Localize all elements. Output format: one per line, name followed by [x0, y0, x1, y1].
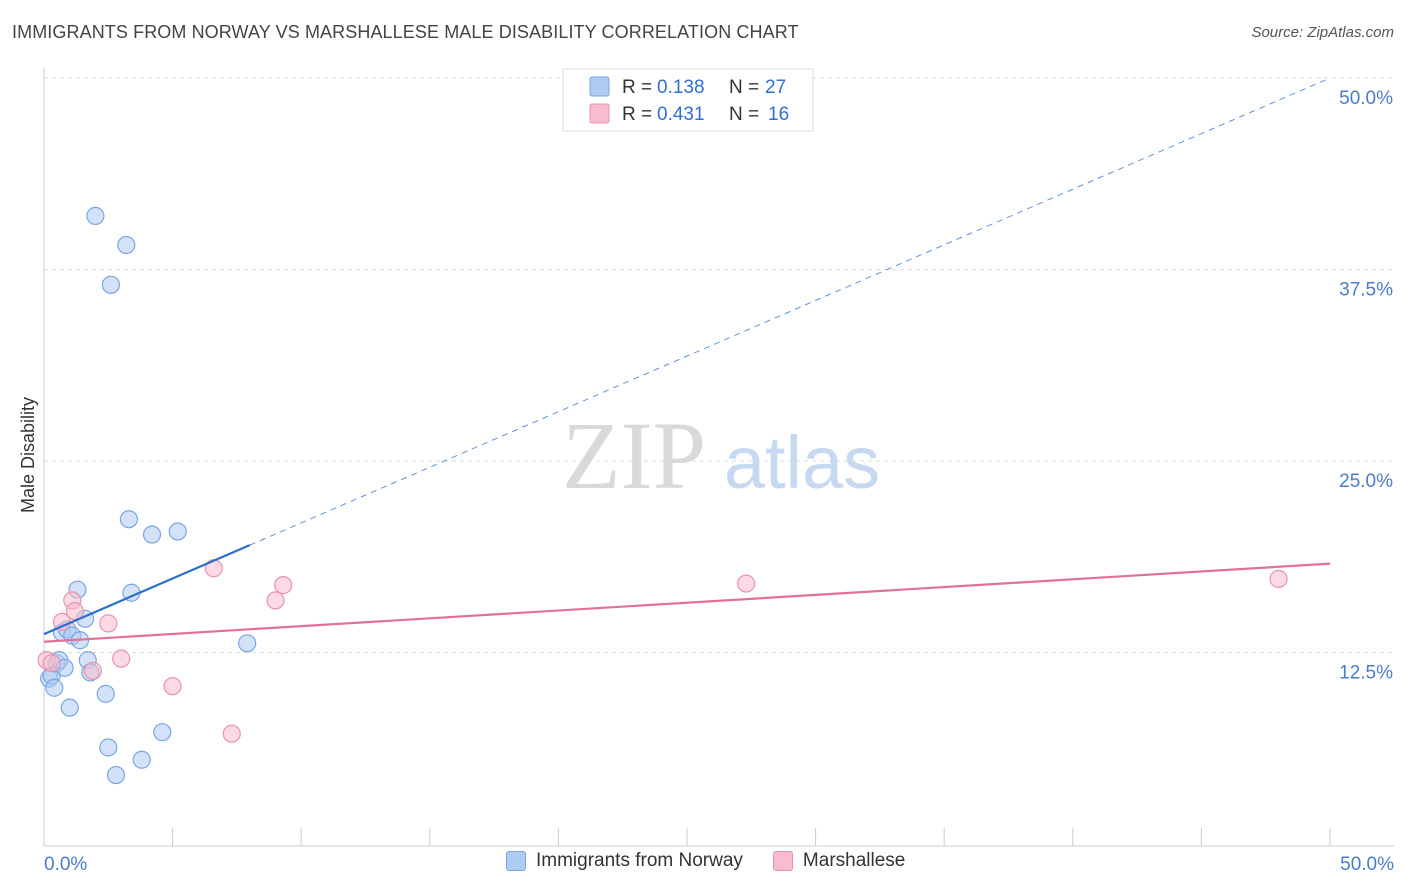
point-norway-24: [142, 525, 162, 544]
axis-layer: [43, 68, 1394, 847]
legend-n-value-norway: 27: [765, 77, 786, 98]
grid-layer: [44, 77, 1394, 653]
trend-line-norway-extension: [249, 77, 1331, 546]
x-tick-label-max: 50.0%: [1340, 854, 1394, 875]
point-marshallese-12: [274, 575, 293, 595]
y-tick-label-2: 37.5%: [1339, 280, 1393, 301]
point-marshallese-6: [99, 614, 118, 633]
top-legend: R = 0.138 N = 27 R = 0.431 N = 16: [562, 68, 814, 132]
bottom-legend-label-marshallese: Marshallese: [802, 850, 906, 871]
point-marshallese-11: [266, 591, 285, 610]
legend-swatch-norway: [589, 76, 610, 97]
point-marshallese-13: [737, 574, 756, 593]
bottom-legend-item-marshallese: Marshallese: [772, 850, 906, 872]
point-norway-26: [168, 522, 187, 541]
point-norway-8: [60, 698, 79, 717]
source-credit: Source: ZipAtlas.com: [1251, 24, 1394, 41]
y-tick-label-3: 50.0%: [1339, 88, 1393, 109]
point-norway-16: [96, 684, 115, 703]
watermark: ZIP atlas: [562, 402, 880, 509]
legend-r-value-norway: 0.138: [657, 77, 705, 98]
point-norway-23: [132, 750, 151, 769]
legend-r-label-norway: R =: [622, 77, 657, 98]
bottom-legend-swatch-norway: [506, 851, 526, 871]
point-norway-25: [153, 723, 172, 742]
x-tick-marks: [43, 828, 1331, 846]
points-layer: [37, 206, 1288, 785]
point-norway-2: [45, 678, 64, 697]
point-norway-19: [106, 765, 126, 785]
point-norway-15: [86, 206, 105, 225]
legend-r-value-marshallese: 0.431: [657, 104, 705, 125]
legend-n-value-marshallese: 16: [768, 104, 789, 125]
point-norway-21: [119, 510, 138, 529]
y-tick-label-0: 12.5%: [1339, 663, 1393, 684]
point-marshallese-14: [1269, 569, 1288, 589]
point-norway-27: [238, 634, 257, 653]
bottom-legend-swatch-marshallese: [772, 851, 793, 871]
trend-line-marshallese: [43, 562, 1331, 643]
bottom-legend-item-norway: Immigrants from Norway: [506, 850, 743, 872]
watermark-atlas: atlas: [724, 421, 880, 504]
point-norway-18: [101, 275, 120, 294]
bottom-legend-label-norway: Immigrants from Norway: [536, 850, 743, 871]
legend-n-label-marshallese: N =: [729, 104, 764, 125]
point-marshallese-10: [222, 724, 241, 743]
trend-layer: [43, 77, 1331, 643]
watermark-zip: ZIP: [562, 402, 706, 509]
point-norway-17: [99, 738, 118, 757]
legend-r-label-marshallese: R =: [622, 104, 657, 125]
bottom-legend: Immigrants from Norway Marshallese: [506, 850, 905, 872]
point-marshallese-1: [42, 654, 61, 673]
point-norway-20: [117, 235, 136, 255]
legend-n-label-norway: N =: [729, 77, 764, 98]
point-marshallese-5: [83, 661, 102, 680]
y-axis-title: Male Disability: [18, 397, 38, 513]
chart-title: IMMIGRANTS FROM NORWAY VS MARSHALLESE MA…: [12, 22, 799, 42]
x-tick-label-min: 0.0%: [44, 854, 87, 875]
point-marshallese-8: [163, 677, 182, 696]
y-tick-label-1: 25.0%: [1339, 471, 1393, 492]
trend-line-norway: [43, 544, 251, 636]
point-marshallese-7: [112, 649, 131, 668]
y-tick-labels: 12.5% 25.0% 37.5% 50.0%: [1339, 88, 1393, 684]
legend-swatch-marshallese: [589, 103, 610, 124]
